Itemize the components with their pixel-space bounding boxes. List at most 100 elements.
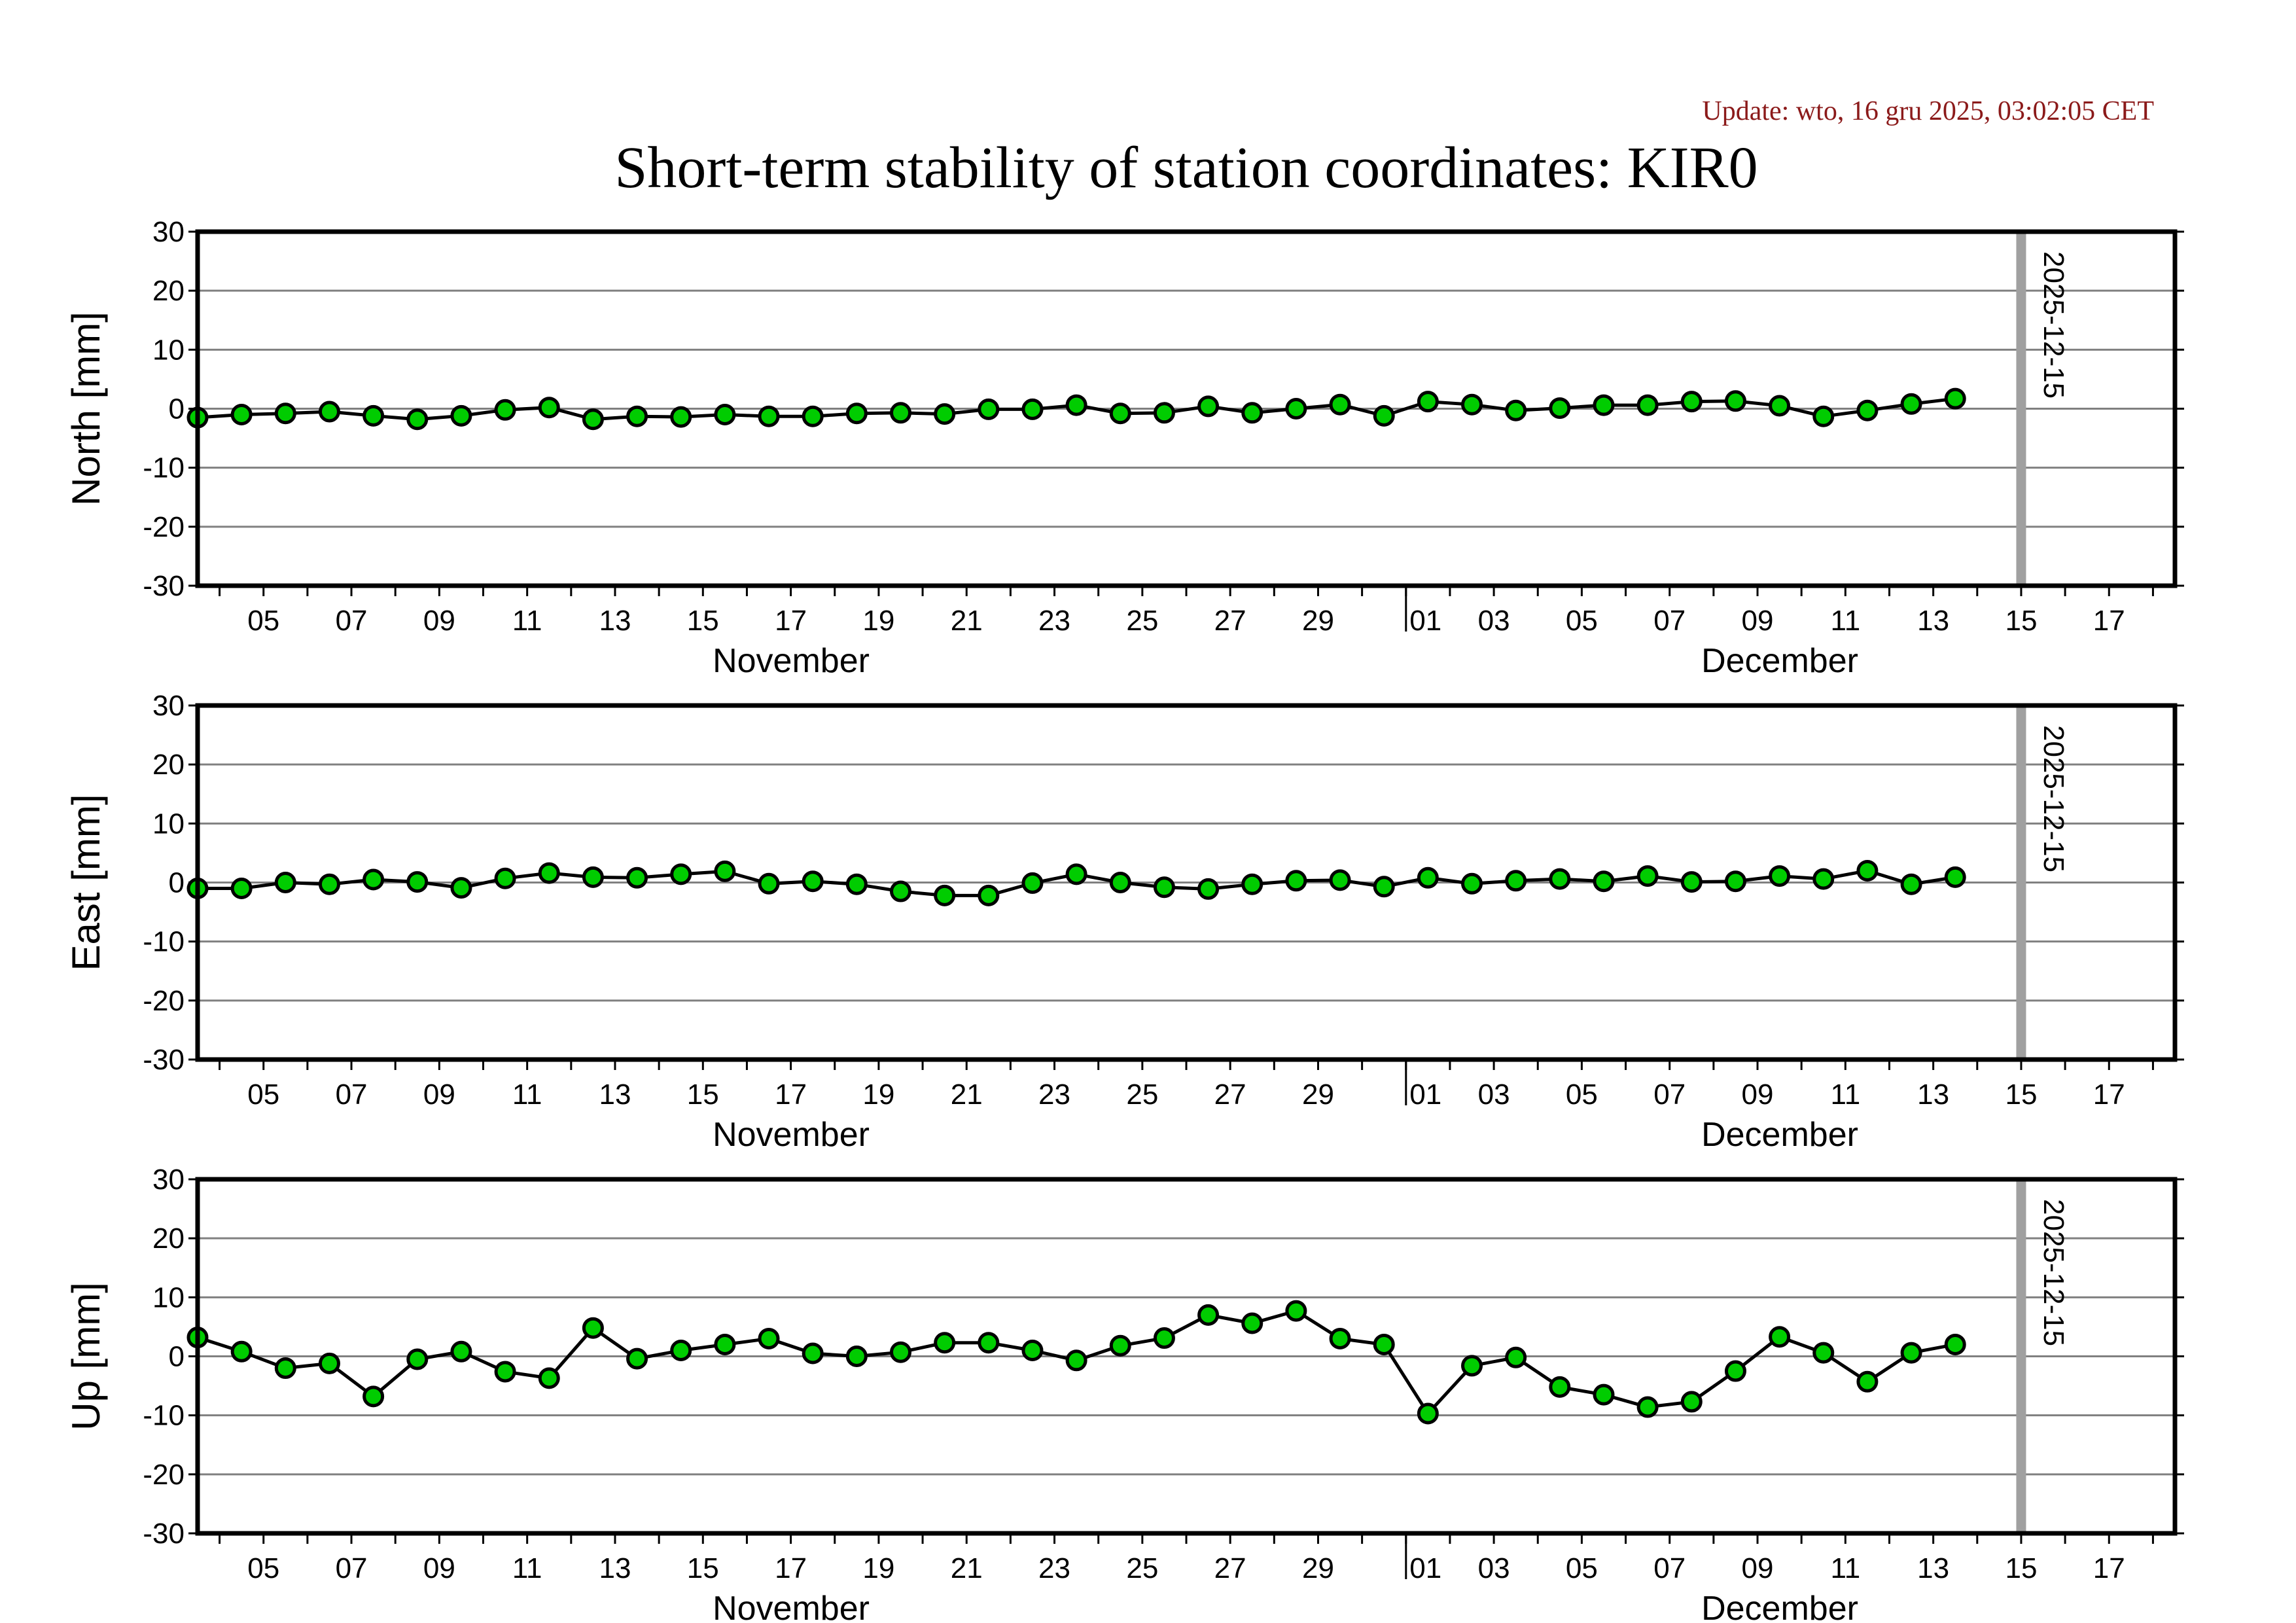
x-tick-label: 11 [512,605,542,637]
x-tick-label: 13 [1917,1079,1949,1111]
y-tick-label: -10 [143,452,185,484]
data-point [1285,1300,1307,1322]
data-point [494,867,516,889]
x-tick-label: 13 [1917,605,1949,637]
x-tick-label: 21 [951,1552,983,1584]
data-point [582,1317,604,1339]
data-point [626,405,648,427]
data-point [714,860,736,882]
data-point [1769,865,1791,887]
y-tick-label: -30 [143,1518,185,1550]
x-tick-label: 09 [423,605,455,637]
data-point [1944,1333,1966,1355]
data-point [1636,1396,1659,1418]
x-tick-label: 15 [687,1552,719,1584]
data-point [1197,395,1220,418]
data-point [1549,1376,1571,1398]
data-point [1065,1349,1087,1372]
x-tick-label: 07 [1653,1552,1686,1584]
data-point [274,872,296,893]
y-tick-label: 0 [169,867,185,899]
x-tick-label: 15 [2005,605,2037,637]
data-point [582,408,604,431]
x-tick-label: 15 [2005,1552,2037,1584]
data-point [1856,1370,1879,1393]
month-label: December [1701,642,1858,680]
data-point [1900,393,1922,415]
x-tick-label: 09 [1742,1079,1774,1111]
x-tick-label: 01 [1409,1552,1441,1584]
x-tick-label: 29 [1302,1552,1334,1584]
data-point [318,873,340,895]
y-tick-label: -30 [143,1044,185,1076]
data-point [1285,398,1307,419]
data-point [450,877,472,899]
data-point [758,405,780,427]
data-point [1461,1355,1483,1377]
x-tick-label: 07 [1653,605,1686,637]
x-tick-label: 27 [1214,605,1246,637]
x-tick-label: 21 [951,605,983,637]
data-point [670,1339,692,1361]
x-tick-label: 13 [1917,1552,1949,1584]
data-point [318,401,340,423]
month-label: December [1701,1116,1858,1154]
data-point [1417,391,1439,413]
data-point [934,884,956,906]
data-point [714,404,736,426]
data-point [758,1327,780,1349]
data-point [1197,1304,1220,1326]
data-point [1329,393,1351,416]
data-point [1021,872,1044,894]
x-tick-label: 17 [2093,1552,2125,1584]
data-point [406,871,429,893]
x-tick-label: 07 [336,1079,368,1111]
data-point [1900,873,1922,895]
x-tick-label: 23 [1038,1079,1070,1111]
y-tick-label: -20 [143,1459,185,1491]
y-tick-label: -20 [143,511,185,543]
data-point [934,403,956,425]
data-point [758,872,780,895]
x-tick-label: 15 [687,605,719,637]
data-point [1417,866,1439,889]
data-point [670,863,692,885]
data-point [1417,1402,1439,1425]
data-point [1153,402,1175,424]
month-label: November [713,1590,870,1623]
data-point [845,402,868,425]
y-axis-label: Up [mm] [64,1282,108,1431]
data-point [1285,870,1307,892]
data-point [1241,402,1263,424]
data-point [1593,394,1615,416]
data-point [1680,391,1703,413]
data-point [406,1348,429,1370]
month-label: November [713,642,870,680]
x-tick-label: 09 [423,1079,455,1111]
x-tick-label: 01 [1409,1079,1441,1111]
data-point [1549,397,1571,419]
data-point [1724,870,1746,893]
x-tick-label: 23 [1038,605,1070,637]
y-tick-label: -10 [143,1400,185,1432]
y-tick-label: 0 [169,393,185,425]
data-point [978,884,1000,906]
data-point [230,1340,253,1363]
data-point [230,878,253,900]
x-tick-label: 29 [1302,1079,1334,1111]
data-point [626,866,648,889]
x-tick-label: 11 [1830,605,1860,637]
data-point [538,862,560,884]
data-point [230,404,253,426]
data-point [889,402,911,424]
data-point [1021,398,1044,420]
data-point [1153,1327,1175,1349]
data-point [1549,868,1571,890]
data-point [1329,1327,1351,1349]
x-tick-label: 05 [1566,1552,1598,1584]
data-point [1724,1360,1746,1382]
x-tick-label: 05 [247,1552,279,1584]
x-tick-label: 19 [862,1079,894,1111]
data-point [494,399,516,421]
y-tick-label: 10 [152,1281,185,1313]
